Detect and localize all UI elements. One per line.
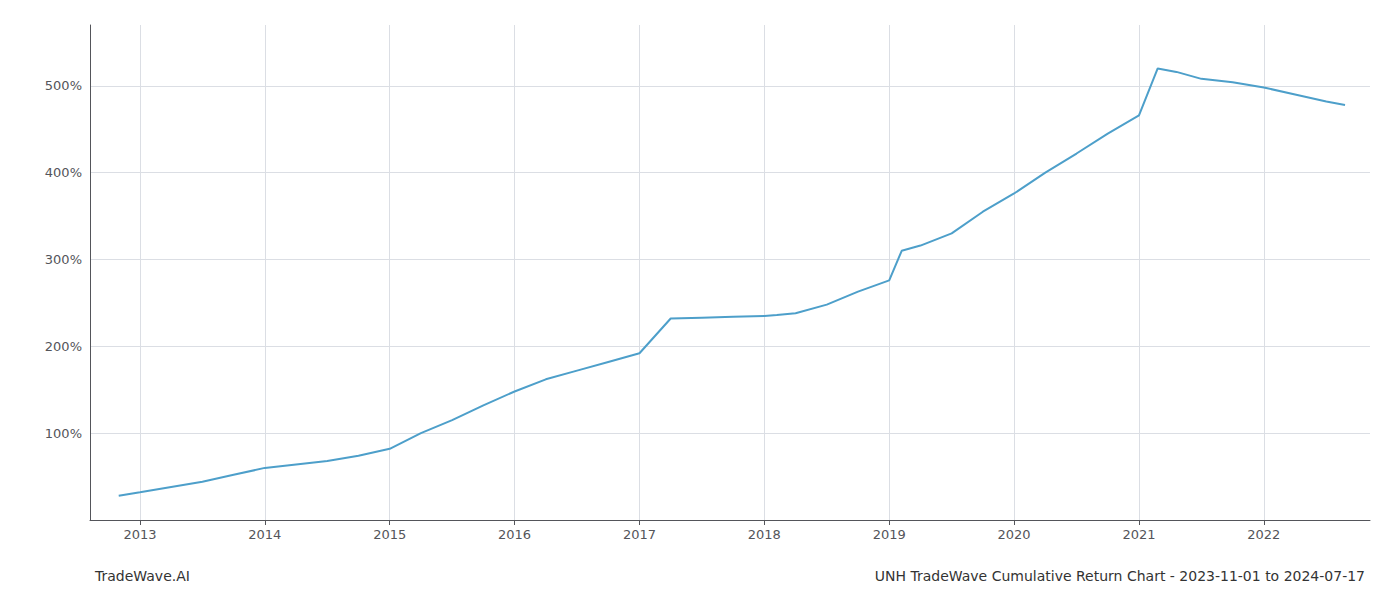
svg-text:2020: 2020	[998, 527, 1031, 542]
svg-text:300%: 300%	[45, 252, 82, 267]
svg-text:100%: 100%	[45, 426, 82, 441]
svg-text:2017: 2017	[623, 527, 656, 542]
svg-text:UNH TradeWave Cumulative Retur: UNH TradeWave Cumulative Return Chart - …	[875, 568, 1365, 584]
svg-text:2019: 2019	[873, 527, 906, 542]
svg-text:2013: 2013	[123, 527, 156, 542]
svg-text:2022: 2022	[1247, 527, 1280, 542]
svg-text:500%: 500%	[45, 78, 82, 93]
svg-text:200%: 200%	[45, 339, 82, 354]
svg-text:400%: 400%	[45, 165, 82, 180]
svg-text:2015: 2015	[373, 527, 406, 542]
svg-text:TradeWave.AI: TradeWave.AI	[94, 568, 190, 584]
svg-text:2016: 2016	[498, 527, 531, 542]
svg-text:2021: 2021	[1122, 527, 1155, 542]
svg-text:2014: 2014	[248, 527, 281, 542]
svg-text:2018: 2018	[748, 527, 781, 542]
